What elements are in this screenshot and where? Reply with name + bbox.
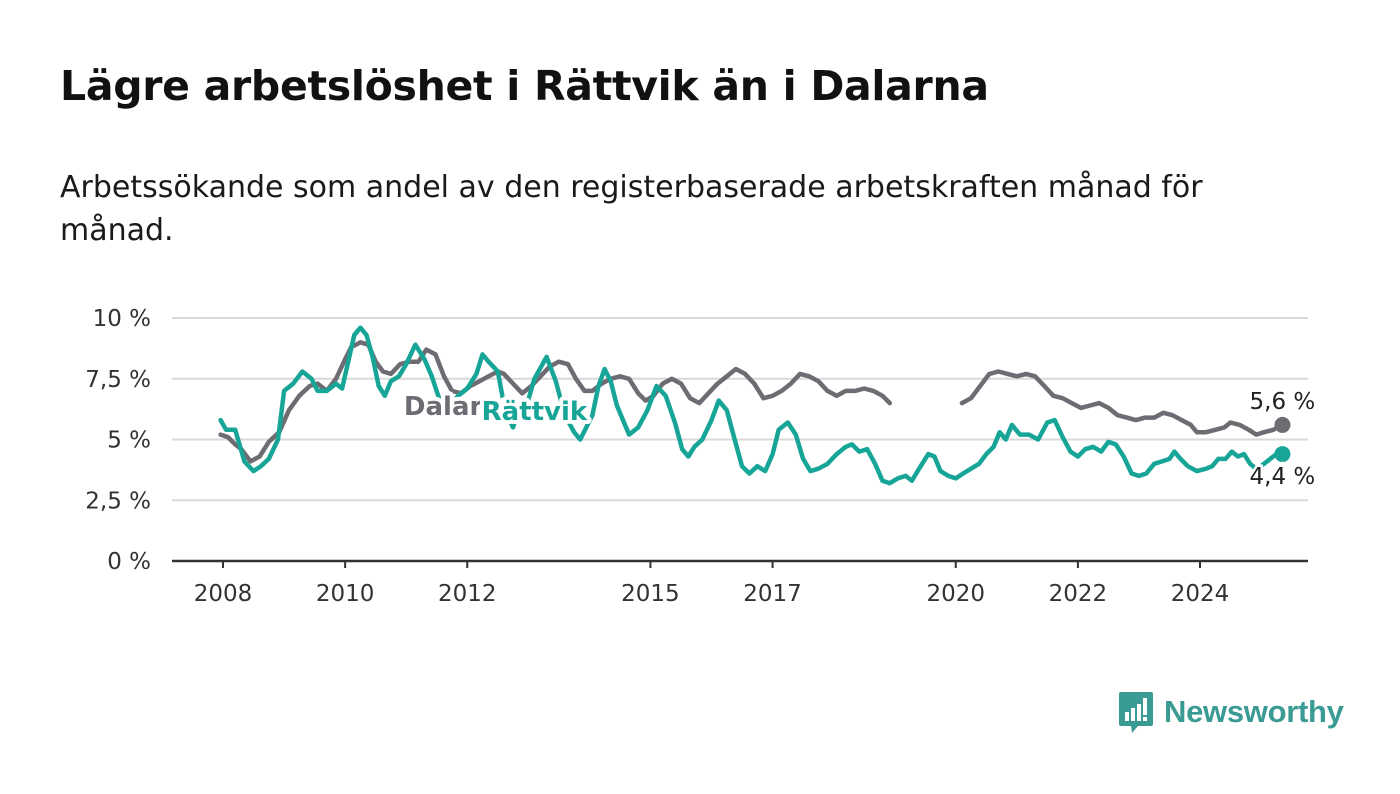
y-tick-label: 2,5 %: [85, 488, 151, 514]
end-point-rttvik: [1274, 446, 1291, 463]
newsworthy-logo-icon: [1119, 692, 1153, 733]
end-value-label-rttvik: 4,4 %: [1250, 464, 1316, 490]
x-tick-label: 2010: [316, 581, 375, 607]
series-name-label-dalarna: Dalarna: [404, 392, 518, 422]
series-labels: Dalarna 5,6 % Rättvik 4,4 %: [400, 386, 1318, 492]
grid-lines: [172, 317, 1308, 502]
newsworthy-logo: Newsworthy: [1118, 690, 1344, 734]
y-tick-label: 7,5 %: [85, 367, 151, 393]
x-axis: 2008 2010 2012 2015 2017 2020 2022 2024: [172, 559, 1308, 607]
end-value-label-dalarna: 5,6 %: [1250, 389, 1316, 415]
x-tick-label: 2012: [438, 581, 497, 607]
chart-subtitle: Arbetssökande som andel av den registerb…: [60, 170, 1203, 248]
series-lines: [218, 325, 1291, 486]
x-tick-label: 2020: [926, 581, 985, 607]
y-tick-label: 0 %: [107, 549, 151, 575]
x-tick-label: 2015: [621, 581, 680, 607]
newsworthy-logo-text: Newsworthy: [1164, 694, 1344, 729]
end-point-dalarna: [1274, 416, 1291, 433]
x-tick-label: 2017: [743, 581, 802, 607]
chart-title: Lägre arbetslöshet i Rättvik än i Dalarn…: [60, 62, 989, 110]
x-tick-label: 2008: [194, 581, 253, 607]
y-tick-label: 5 %: [107, 428, 151, 454]
series-line-rttvik: [218, 325, 1285, 486]
series-line-dalarna: [218, 340, 1285, 464]
x-tick-label: 2024: [1171, 581, 1230, 607]
series-name-label-rttvik: Rättvik: [482, 397, 588, 427]
x-tick-label: 2022: [1049, 581, 1108, 607]
y-tick-label: 10 %: [93, 306, 151, 332]
y-axis-tick-labels: 0 % 2,5 % 5 % 7,5 % 10 %: [85, 306, 151, 575]
